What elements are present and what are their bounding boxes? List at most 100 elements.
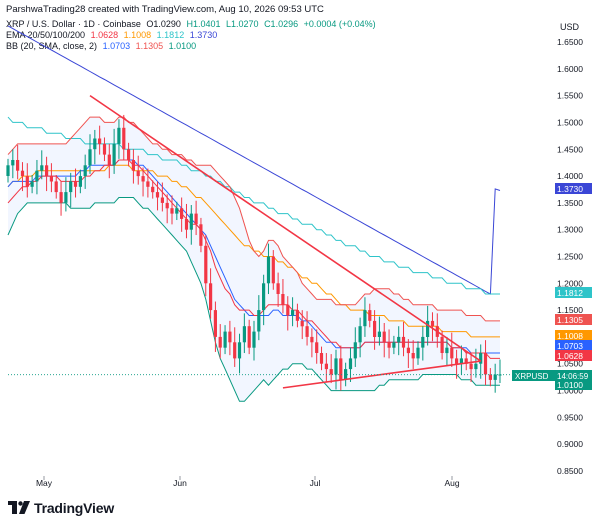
price-tag-bg xyxy=(555,287,592,298)
legend-low: L1.0270 xyxy=(226,19,259,29)
candle-body xyxy=(83,165,87,176)
candle xyxy=(459,345,463,375)
candle-body xyxy=(353,342,357,359)
y-tick-label: 1.5000 xyxy=(557,117,583,127)
legend-bb-label: BB (20, SMA, close, 2) xyxy=(6,41,98,51)
ema200-line xyxy=(7,25,501,295)
legend-bb-row: BB (20, SMA, close, 2) 1.0703 1.1305 1.0… xyxy=(6,41,379,52)
x-tick-label: Jun xyxy=(173,478,187,488)
candle-body xyxy=(141,176,145,182)
candle xyxy=(25,163,29,198)
y-tick-label: 1.6000 xyxy=(557,64,583,74)
price-tag-label: 1.1305 xyxy=(557,315,583,325)
candle-body xyxy=(363,310,367,327)
y-tick-label: 0.9500 xyxy=(557,412,583,422)
candle xyxy=(146,168,150,198)
candle-body xyxy=(151,186,155,193)
candle-body xyxy=(266,256,271,284)
candle-body xyxy=(73,181,78,187)
candle xyxy=(54,174,58,199)
candle xyxy=(175,201,179,221)
chart-header: ParshwaTrading28 created with TradingVie… xyxy=(6,4,324,15)
candle xyxy=(170,195,174,225)
candle xyxy=(131,149,135,184)
tradingview-logo: TradingView xyxy=(8,500,114,516)
candle-body xyxy=(262,283,266,311)
candle xyxy=(88,134,92,174)
candle xyxy=(339,345,343,391)
y-tick-label: 1.0500 xyxy=(557,359,583,369)
candle-body xyxy=(459,358,463,364)
y-tick-label: 0.8500 xyxy=(557,466,583,476)
candle xyxy=(45,156,49,192)
tradingview-logo-icon xyxy=(8,501,30,514)
candle xyxy=(184,203,189,239)
candle-body xyxy=(455,358,459,364)
candle-body xyxy=(411,353,415,359)
candle xyxy=(218,324,222,359)
candle xyxy=(329,354,333,384)
candle-body xyxy=(98,138,102,144)
legend-ema20: 1.0628 xyxy=(90,30,119,40)
y-tick-label: 1.6500 xyxy=(557,37,583,47)
candle xyxy=(445,336,449,366)
candle-body xyxy=(315,342,319,353)
candle-body xyxy=(233,342,237,359)
brand-name: TradingView xyxy=(34,500,115,516)
candle-body xyxy=(445,347,449,354)
candle xyxy=(406,339,410,369)
candle-body xyxy=(175,208,179,214)
candle xyxy=(411,340,415,370)
candle xyxy=(430,312,435,342)
candle-body xyxy=(334,358,338,375)
symbol-time-bg xyxy=(555,370,592,381)
candle xyxy=(450,332,454,367)
candle xyxy=(358,317,362,358)
candle-body xyxy=(25,176,29,187)
candle-body xyxy=(228,331,232,343)
candle-body xyxy=(483,353,488,375)
candle-body xyxy=(237,342,242,359)
candle xyxy=(493,363,497,393)
candle-body xyxy=(59,192,63,203)
candle xyxy=(102,137,107,162)
price-tag-bg xyxy=(555,183,592,194)
y-axis: 1.6500 1.6000 1.5500 1.5000 1.4500 1.4000 1.35… xyxy=(557,37,583,476)
candle-body xyxy=(35,170,39,182)
bb-fill xyxy=(8,117,500,402)
candle-body xyxy=(20,170,25,177)
candle-body xyxy=(305,326,309,337)
candle-body xyxy=(78,176,82,187)
symbol-time-label: 14:06:59 xyxy=(557,372,589,381)
candle xyxy=(276,272,280,307)
price-tag-bg xyxy=(555,330,592,341)
candle-body xyxy=(493,374,497,380)
candle xyxy=(223,325,227,355)
candle xyxy=(286,296,290,331)
candle xyxy=(136,155,140,185)
symbol-tag-bg xyxy=(512,370,555,381)
candle xyxy=(252,320,256,361)
candle xyxy=(107,143,111,179)
legend: XRP / U.S. Dollar · 1D · Coinbase O1.029… xyxy=(6,19,379,52)
candle-body xyxy=(247,326,251,348)
candle xyxy=(324,353,328,382)
candle xyxy=(382,322,386,358)
candle-body xyxy=(291,310,295,316)
candle-body xyxy=(189,213,193,230)
price-tag-bg xyxy=(555,340,592,351)
candle xyxy=(344,362,348,387)
bb-lower-line xyxy=(7,197,500,402)
candle xyxy=(209,268,213,319)
candle-body xyxy=(11,160,15,166)
legend-ema-row: EMA 20/50/100/200 1.0628 1.1008 1.1812 1… xyxy=(6,30,379,41)
legend-bb-basis: 1.0703 xyxy=(102,41,131,51)
legend-ema200: 1.3730 xyxy=(189,30,218,40)
candle xyxy=(305,311,309,346)
candle xyxy=(213,301,217,352)
candle-body xyxy=(426,320,430,337)
candle-body xyxy=(204,245,208,284)
candle xyxy=(392,335,396,355)
